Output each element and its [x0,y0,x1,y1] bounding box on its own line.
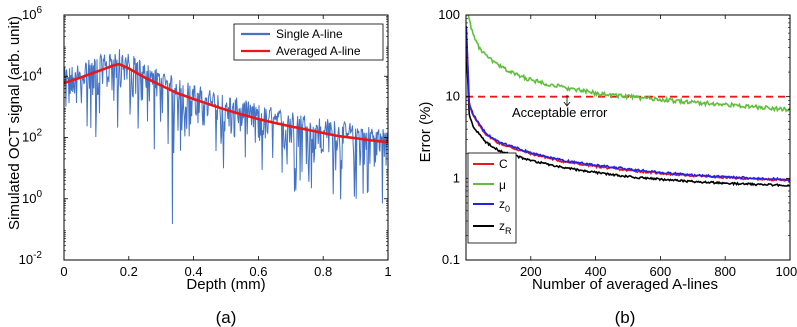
chart-a-x-tick-label: 0.2 [120,264,138,279]
chart-a-legend-box [233,23,384,61]
chart-b-legend-box [467,152,517,244]
chart-b-annotation-arrow [563,95,571,107]
chart-b-legend-c: C [499,157,508,171]
chart-b-y-tick-label: 10 [446,89,460,104]
chart-a-y-tick-label: 102 [22,128,42,145]
chart-b-frame [465,14,791,261]
chart-b-y-axis-label: Error (%) [417,102,434,163]
chart-a-x-axis-label: Depth (mm) [186,276,265,293]
chart-a-y-tick-label: 106 [22,5,42,22]
chart-b-series-mu [466,15,790,113]
chart-b-plot-area [465,14,791,261]
chart-a-x-tick-label: 1 [384,264,391,279]
chart-b-legend-zr: zR [499,219,512,236]
chart-a-y-tick-label: 100 [22,189,42,206]
chart-b-legend-z0: z0 [499,197,510,214]
chart-a-panel-label: (a) [216,308,237,327]
chart-b-series-z0 [466,25,790,182]
chart-b-legend: C μ z0 zR [467,152,517,244]
chart-a-x-tick-label: 0.8 [314,264,332,279]
chart-a-y-tick-label: 104 [22,66,42,83]
chart-a-series-single-a-line [63,49,389,225]
chart-b-y-tick-label: 100 [438,7,460,22]
chart-a-legend: Single A-line Averaged A-line [233,23,384,61]
chart-b-background [466,15,790,260]
chart-b-y-tick-label: 1 [453,170,460,185]
chart-a-x-tick-label: 0.4 [185,264,203,279]
chart-b-y-tick-label: 0.1 [442,252,460,267]
chart-b-x-tick-label: 600 [650,264,672,279]
chart-b-x-axis-label: Number of averaged A-lines [532,276,718,293]
chart-a-x-tick-label: 0 [60,264,67,279]
chart-a-y-tick-label: 10-2 [19,250,43,267]
chart-b-x-tick-label: 200 [520,264,542,279]
chart-b-x-tick-label: 800 [714,264,736,279]
chart-b-legend-mu: μ [499,178,506,192]
chart-b-x-tick-label: 400 [585,264,607,279]
chart-a-ticks: 0 0.2 0.4 0.6 0.8 1 10-2 100 102 104 106 [19,5,392,279]
chart-a-series-averaged-a-line [63,62,389,144]
chart-a-legend-single: Single A-line [276,27,343,41]
chart-a: 0 0.2 0.4 0.6 0.8 1 10-2 100 102 104 106 Depth (mm… [6,5,392,327]
chart-b-annotation: Acceptable error [512,105,608,120]
chart-b-panel-label: (b) [615,308,636,327]
chart-a-legend-averaged: Averaged A-line [276,44,361,58]
chart-a-x-tick-label: 0.6 [249,264,267,279]
chart-a-y-axis-label: Simulated OCT signal (arb. unit) [6,16,23,230]
chart-b-series-zr [466,48,790,188]
